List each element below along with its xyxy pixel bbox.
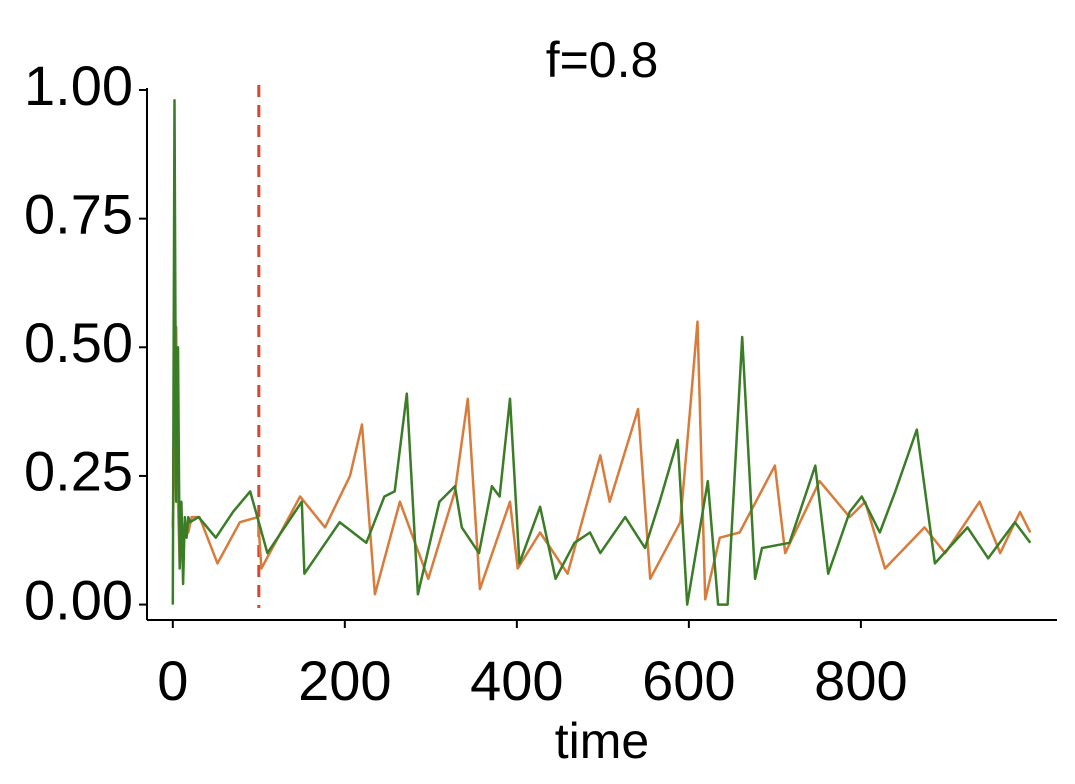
data-line bbox=[171, 320, 1032, 601]
x-tick-label: 600 bbox=[642, 649, 735, 712]
y-tick-label: 0.50 bbox=[24, 311, 133, 374]
x-tick-label: 400 bbox=[470, 649, 563, 712]
y-tick-label: 0.00 bbox=[24, 568, 133, 631]
y-tick-label: 0.75 bbox=[24, 182, 133, 245]
chart-title: f=0.8 bbox=[546, 32, 659, 88]
data-line bbox=[171, 99, 1032, 606]
y-tick-label: 1.00 bbox=[24, 54, 133, 117]
x-tick-label: 200 bbox=[298, 649, 391, 712]
x-tick-label: 800 bbox=[814, 649, 907, 712]
x-axis-label: time bbox=[555, 713, 649, 769]
x-tick-label: 0 bbox=[157, 649, 188, 712]
y-tick-label: 0.25 bbox=[24, 440, 133, 503]
